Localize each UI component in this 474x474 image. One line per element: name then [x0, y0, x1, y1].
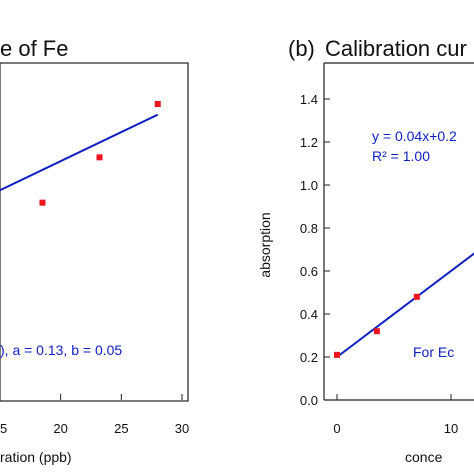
panel-b-r-squared: R² = 1.00	[372, 148, 430, 164]
panel-b-title: Calibration cur	[325, 36, 467, 61]
panel-b-y-axis-label: absorption	[257, 212, 273, 277]
panel-a-x-tick-label: 15	[0, 421, 7, 436]
panel-a-plot-frame	[0, 62, 189, 402]
panel-a-fit-line	[0, 113, 159, 192]
panel-a-annotation: ), a = 0.13, b = 0.05	[0, 342, 122, 358]
panel-b-y-tick-label: 0.8	[300, 221, 318, 236]
panel-b-x-axis-label: conce	[405, 449, 443, 465]
panel-a-data-points	[39, 101, 161, 206]
panel-a-x-axis-label: ration (ppb)	[0, 449, 72, 465]
panel-a-data-point	[96, 154, 103, 161]
panel-b-note: For Ec	[413, 344, 454, 360]
panel-b-y-tick-label: 0.2	[300, 350, 318, 365]
panel-b-y-ticks: 0.0 0.2 0.4 0.6 0.8 1.0 1.2 1.4	[300, 92, 330, 408]
panel-a-title: e of Fe	[0, 36, 68, 61]
panel-b-y-tick-label: 0.0	[300, 393, 318, 408]
panel-b-data-point	[413, 293, 420, 300]
panel-b-y-tick-label: 1.4	[300, 92, 318, 107]
panel-a-data-point	[39, 199, 46, 206]
panel-b-y-tick-label: 1.2	[300, 135, 318, 150]
panel-b-fit-line	[336, 252, 474, 358]
panel-b-x-tick-label: 10	[444, 421, 458, 436]
panel-b-fit-line-segment	[336, 252, 474, 358]
panel-a: e of Fe 15 20 25 30 ), a = 0.13, b = 0.05 r…	[0, 36, 189, 465]
panel-b-y-tick-label: 0.4	[300, 307, 318, 322]
panel-b-x-ticks: 0 10	[333, 394, 458, 436]
panel-a-x-tick-label: 25	[114, 421, 128, 436]
panel-a-x-tick-label: 20	[53, 421, 67, 436]
panel-a-x-tick-label: 30	[175, 421, 189, 436]
panel-a-x-ticks: 15 20 25 30	[0, 394, 189, 436]
panel-b-data-point	[373, 328, 380, 335]
panel-b-data-point	[334, 351, 340, 358]
panel-a-fit-line-segment	[0, 113, 159, 192]
panel-a-data-point	[154, 101, 161, 107]
panel-b-label: (b)	[288, 36, 315, 61]
panel-b-data-points	[334, 293, 420, 358]
panel-b-y-tick-label: 1.0	[300, 178, 318, 193]
panel-b-equation: y = 0.04x+0.2	[372, 128, 457, 144]
panel-b-x-tick-label: 0	[333, 421, 340, 436]
panel-b: (b) Calibration cur 0.0 0.2 0.4 0.6 0.8 1.0 1.…	[257, 36, 474, 465]
panel-b-y-tick-label: 0.6	[300, 264, 318, 279]
